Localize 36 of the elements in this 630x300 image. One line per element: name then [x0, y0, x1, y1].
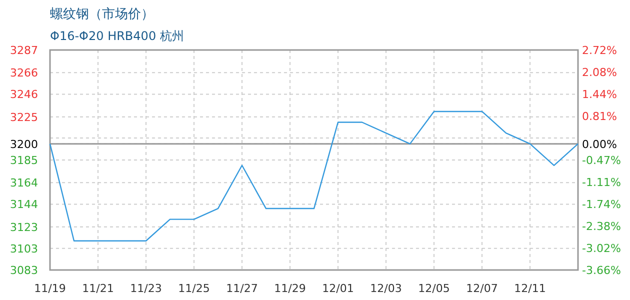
y2-tick-label: -1.74%	[582, 198, 621, 211]
x-tick-label: 12/01	[322, 282, 354, 295]
x-tick-label: 12/03	[370, 282, 402, 295]
y-tick-label: 3246	[10, 88, 38, 102]
line-series	[49, 110, 579, 242]
x-tick-label: 11/21	[82, 282, 114, 295]
y2-tick-label: -0.47%	[582, 154, 621, 167]
x-tick-label: 11/25	[178, 282, 210, 295]
y2-tick-label: -1.11%	[582, 176, 621, 190]
chart-subtitle: Φ16-Φ20 HRB400 杭州	[50, 29, 184, 43]
y-tick-label: 3266	[10, 66, 38, 80]
y2-tick-label: 2.72%	[582, 44, 617, 57]
y-tick-label: 3083	[10, 264, 38, 277]
x-tick-label: 11/19	[34, 282, 66, 295]
y2-tick-label: 0.00%	[582, 138, 617, 151]
y2-tick-label: 0.81%	[582, 110, 617, 123]
chart-title: 螺纹钢（市场价）	[50, 7, 154, 22]
x-tick-label: 12/05	[418, 282, 450, 295]
y2-tick-label: -2.38%	[582, 220, 621, 233]
y-tick-label: 3103	[10, 242, 38, 256]
y-tick-label: 3185	[10, 154, 38, 167]
y2-tick-label: 2.08%	[582, 66, 617, 80]
x-tick-label: 11/23	[130, 282, 162, 295]
x-tick-label: 11/29	[274, 282, 306, 295]
y-tick-label: 3287	[10, 44, 38, 57]
y-tick-label: 3123	[10, 220, 38, 234]
x-tick-label: 12/07	[466, 282, 498, 295]
y-tick-label: 3225	[10, 110, 38, 124]
x-tick-label: 11/27	[226, 282, 258, 295]
y2-tick-label: -3.02%	[582, 242, 621, 255]
y-tick-label: 3144	[10, 198, 38, 212]
y-tick-label: 3164	[10, 176, 38, 190]
y-tick-label: 3200	[10, 138, 38, 151]
x-tick-label: 12/11	[514, 282, 546, 295]
y2-tick-label: -3.66%	[582, 264, 621, 277]
y2-tick-label: 1.44%	[582, 88, 617, 102]
